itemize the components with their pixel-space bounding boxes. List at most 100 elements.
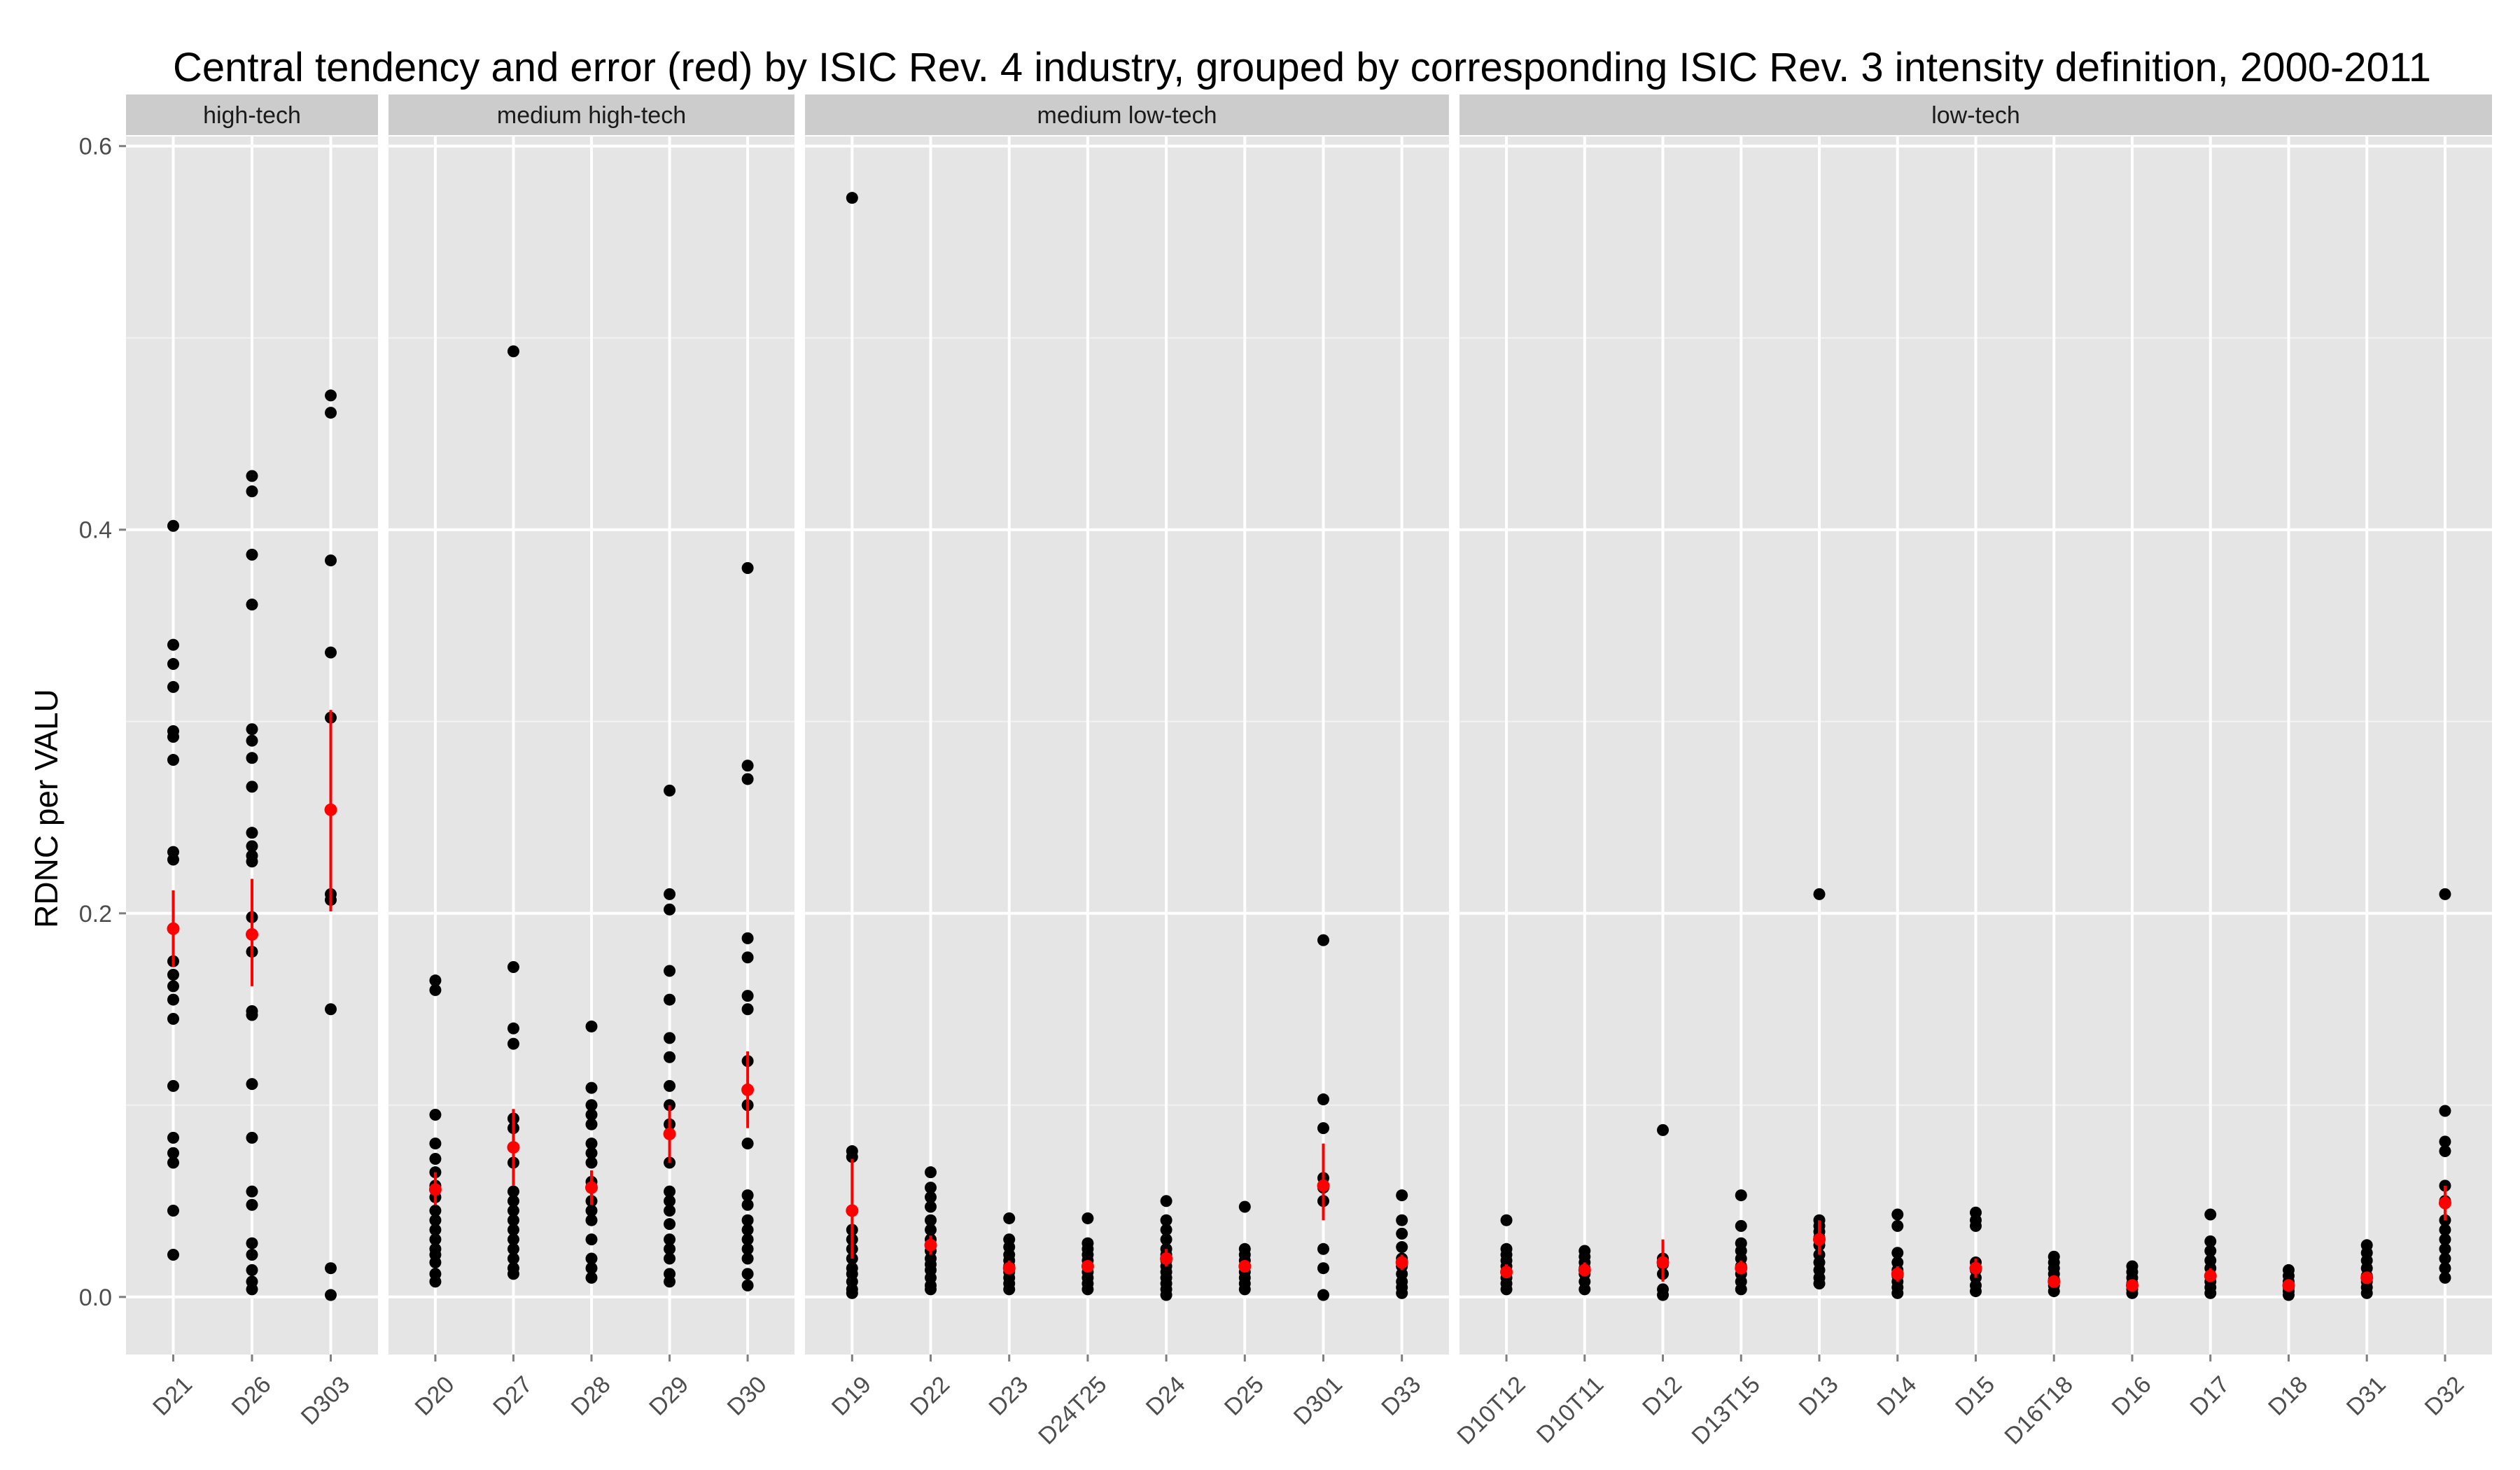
data-point (741, 1233, 754, 1246)
data-point (429, 983, 442, 996)
data-point (1160, 1195, 1172, 1208)
data-point (507, 1185, 519, 1198)
mean-point (1500, 1266, 1513, 1279)
data-point (167, 519, 179, 532)
data-point (664, 1051, 676, 1063)
data-point (741, 1252, 754, 1265)
data-point (167, 980, 179, 993)
data-point (664, 1185, 676, 1198)
data-point (246, 1078, 258, 1091)
data-point (741, 760, 754, 772)
data-point (1813, 1278, 1826, 1290)
data-point (1735, 1283, 1747, 1296)
data-point (246, 1185, 258, 1198)
data-point (246, 598, 258, 611)
data-point (585, 1204, 598, 1217)
mean-point (924, 1238, 937, 1252)
data-point (246, 548, 258, 561)
data-point (925, 1283, 937, 1296)
mean-point (1656, 1256, 1670, 1269)
y-axis-title: RDNC per VALU (28, 689, 64, 928)
data-point (741, 1138, 754, 1150)
data-point (246, 1009, 258, 1021)
y-tick-labels: 0.0 0.2 0.4 0.6 (79, 134, 126, 1311)
data-point (429, 1256, 442, 1268)
data-point (507, 1242, 519, 1255)
data-point (1317, 1122, 1329, 1135)
data-point (246, 1198, 258, 1211)
data-point (2439, 1145, 2451, 1158)
facet-panels: high-tech medium high-tech medium low-tech… (126, 94, 2492, 1354)
data-point (429, 1108, 442, 1121)
data-point (664, 1233, 676, 1246)
data-point (664, 1218, 676, 1231)
data-point (167, 853, 179, 866)
facet-strip-label: medium low-tech (1037, 102, 1217, 129)
data-point (167, 1156, 179, 1169)
data-point (1317, 1262, 1329, 1275)
data-point (507, 1233, 519, 1246)
data-point (167, 1204, 179, 1217)
data-point (585, 1214, 598, 1226)
data-point (2439, 1262, 2451, 1275)
data-point (246, 1249, 258, 1261)
data-point (246, 485, 258, 498)
data-point (925, 1200, 937, 1213)
data-point (429, 974, 442, 987)
data-point (741, 951, 754, 964)
data-point (167, 993, 179, 1006)
data-point (246, 734, 258, 747)
data-point (1238, 1283, 1251, 1296)
data-point (925, 1214, 937, 1226)
mean-point (1395, 1256, 1408, 1269)
data-point (246, 470, 258, 482)
data-point (246, 780, 258, 793)
data-point (664, 784, 676, 797)
data-point (1317, 1242, 1329, 1255)
data-point (1891, 1208, 1904, 1221)
facet-panel: high-tech (126, 94, 378, 1354)
mean-point (1578, 1264, 1591, 1277)
data-point (2439, 1224, 2451, 1236)
data-point (741, 990, 754, 1002)
facet-panel: medium high-tech (388, 94, 794, 1354)
data-point (664, 888, 676, 900)
y-tick-label: 0.4 (79, 517, 112, 544)
mean-point (507, 1141, 520, 1154)
mean-point (1238, 1259, 1252, 1273)
mean-point (2282, 1279, 2295, 1292)
mean-point (2438, 1196, 2451, 1210)
data-point (2439, 1242, 2451, 1255)
data-point (1970, 1285, 1982, 1298)
data-point (325, 389, 337, 402)
data-point (2204, 1235, 2217, 1247)
data-point (585, 1099, 598, 1112)
data-point (1317, 1289, 1329, 1301)
mean-point (1813, 1233, 1826, 1246)
data-point (741, 1003, 754, 1016)
data-point (507, 1195, 519, 1208)
y-tick-label: 0.6 (79, 134, 112, 160)
facet-strip (805, 94, 1449, 135)
data-point (2439, 1252, 2451, 1265)
data-point (1396, 1214, 1408, 1226)
data-point (1891, 1219, 1904, 1232)
data-point (741, 932, 754, 944)
data-point (2439, 1271, 2451, 1284)
data-point (429, 1153, 442, 1166)
data-point (507, 1204, 519, 1217)
data-point (585, 1252, 598, 1265)
mean-point (1317, 1179, 1330, 1192)
data-point (741, 1224, 754, 1236)
facet-strip (388, 94, 794, 135)
data-point (1578, 1283, 1591, 1296)
data-point (1082, 1283, 1094, 1296)
data-point (325, 1003, 337, 1016)
data-point (325, 554, 337, 567)
facet-panel: low-tech (1460, 94, 2492, 1354)
data-point (429, 1204, 442, 1217)
data-point (664, 903, 676, 916)
data-point (925, 1166, 937, 1179)
mean-point (324, 803, 337, 816)
data-point (167, 754, 179, 766)
